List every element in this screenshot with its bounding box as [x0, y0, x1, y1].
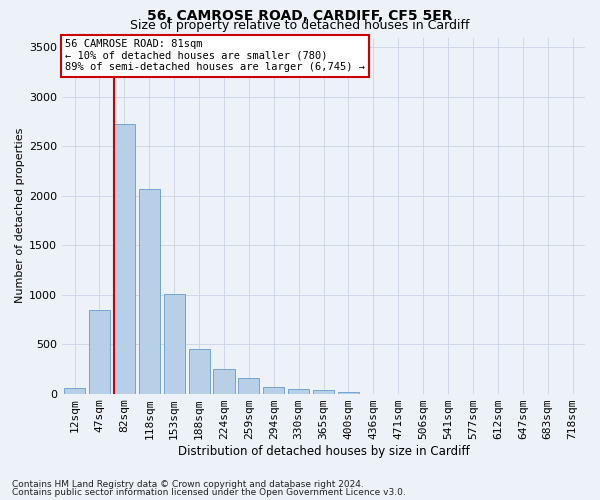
- Bar: [114, 124, 135, 394]
- Bar: [238, 378, 259, 394]
- Text: Size of property relative to detached houses in Cardiff: Size of property relative to detached ho…: [130, 18, 470, 32]
- Text: 56, CAMROSE ROAD, CARDIFF, CF5 5ER: 56, CAMROSE ROAD, CARDIFF, CF5 5ER: [147, 9, 453, 23]
- Bar: [338, 392, 359, 394]
- Bar: [89, 310, 110, 394]
- Bar: [64, 388, 85, 394]
- Bar: [263, 386, 284, 394]
- Bar: [288, 389, 309, 394]
- X-axis label: Distribution of detached houses by size in Cardiff: Distribution of detached houses by size …: [178, 444, 469, 458]
- Bar: [214, 369, 235, 394]
- Bar: [313, 390, 334, 394]
- Text: 56 CAMROSE ROAD: 81sqm
← 10% of detached houses are smaller (780)
89% of semi-de: 56 CAMROSE ROAD: 81sqm ← 10% of detached…: [65, 40, 365, 72]
- Bar: [188, 349, 209, 394]
- Text: Contains public sector information licensed under the Open Government Licence v3: Contains public sector information licen…: [12, 488, 406, 497]
- Bar: [164, 294, 185, 394]
- Bar: [139, 189, 160, 394]
- Text: Contains HM Land Registry data © Crown copyright and database right 2024.: Contains HM Land Registry data © Crown c…: [12, 480, 364, 489]
- Y-axis label: Number of detached properties: Number of detached properties: [15, 128, 25, 303]
